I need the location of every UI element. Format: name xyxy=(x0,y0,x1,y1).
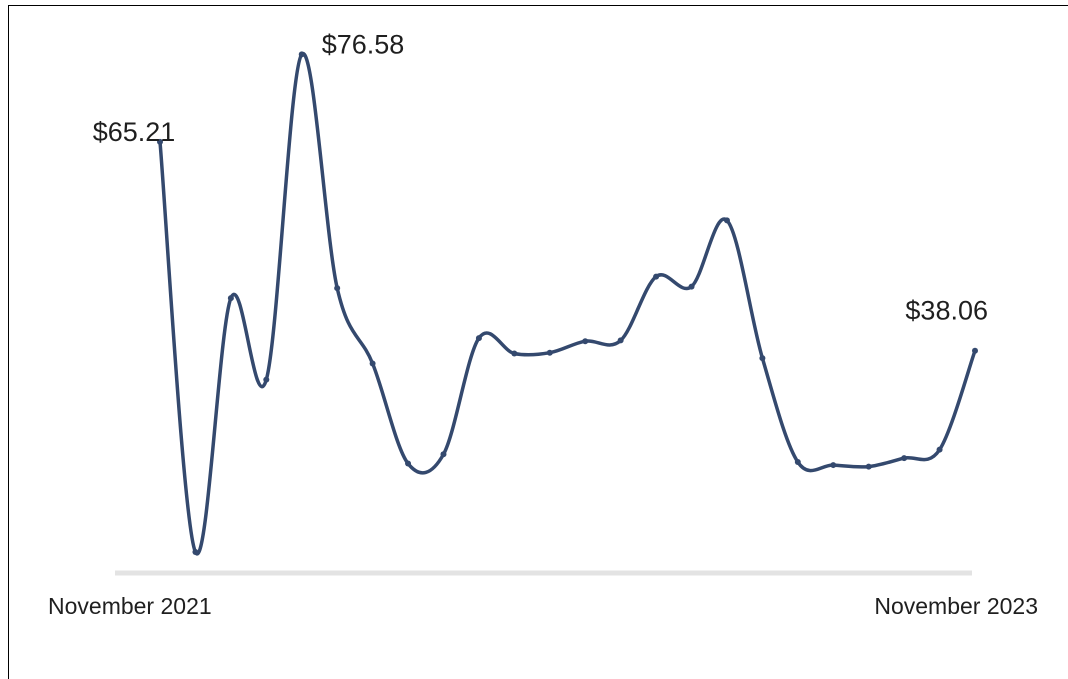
data-point xyxy=(582,338,589,345)
data-point xyxy=(440,451,447,458)
data-point xyxy=(369,360,376,367)
data-label: $38.06 xyxy=(905,296,988,326)
series-price xyxy=(158,52,977,556)
data-point xyxy=(901,455,908,462)
data-point xyxy=(192,549,199,555)
data-point xyxy=(865,463,872,470)
data-point xyxy=(830,462,837,469)
data-point xyxy=(546,349,553,356)
data-point xyxy=(972,347,978,354)
data-point xyxy=(511,350,518,357)
x-tick-label-end: November 2023 xyxy=(874,593,1038,619)
chart-frame xyxy=(8,5,1068,679)
data-label: $76.58 xyxy=(322,29,405,59)
data-point xyxy=(334,285,341,292)
series-line xyxy=(158,52,977,556)
data-point xyxy=(794,458,801,465)
data-point xyxy=(405,460,412,467)
data-labels: $65.21 $76.58 $38.06 xyxy=(93,29,988,325)
data-point xyxy=(723,217,730,224)
data-point xyxy=(157,138,163,145)
data-point xyxy=(688,283,695,290)
data-point xyxy=(263,376,270,383)
data-point xyxy=(227,295,234,302)
data-point xyxy=(475,335,482,342)
x-tick-label-start: November 2021 xyxy=(48,593,212,619)
data-label: $65.21 xyxy=(93,117,176,147)
data-points xyxy=(157,51,978,555)
data-point xyxy=(936,446,943,453)
data-point xyxy=(617,337,624,344)
data-point xyxy=(298,51,305,58)
data-point xyxy=(759,355,766,362)
data-point xyxy=(653,273,660,280)
